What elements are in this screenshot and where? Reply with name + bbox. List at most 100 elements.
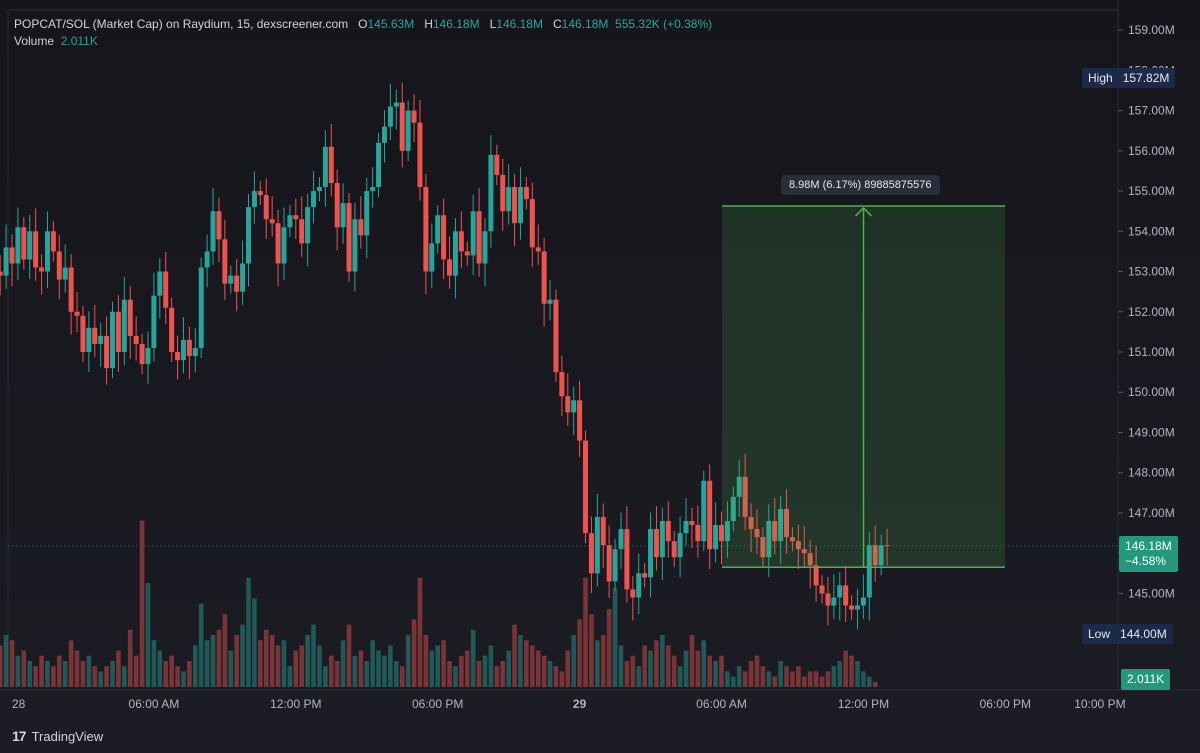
candle-body (269, 219, 275, 224)
candle-body (210, 211, 216, 252)
volume-bar (157, 650, 163, 687)
volume-bar (872, 681, 878, 687)
candle-body (772, 521, 778, 542)
volume-bar (15, 655, 21, 687)
candle-body (594, 516, 600, 574)
volume-bar (216, 629, 222, 687)
candle-body (642, 573, 648, 578)
y-tick-label: 159.00M (1128, 23, 1175, 37)
y-tick-label: 153.00M (1128, 265, 1175, 279)
candle-body (618, 529, 624, 550)
candle-body (795, 541, 801, 550)
volume-bar (553, 666, 559, 687)
candle-body (334, 183, 340, 228)
volume-bar (636, 666, 642, 687)
y-tick-label: 157.00M (1128, 104, 1175, 118)
volume-bar (719, 655, 724, 687)
candle-body (535, 247, 541, 252)
high-label: High (1088, 71, 1113, 85)
low-price-tag: Low 144.00M (1082, 624, 1173, 644)
volume-bar (252, 598, 257, 687)
volume-bar (825, 671, 831, 687)
volume-bar (600, 635, 606, 687)
legend-high: 146.18M (432, 17, 480, 31)
candle-body (583, 440, 589, 534)
candle-body (482, 231, 488, 264)
volume-bar (807, 671, 813, 687)
candle-body (831, 597, 837, 606)
volume-bar (713, 661, 718, 687)
volume-bar (269, 635, 275, 687)
candle-body (884, 545, 890, 547)
high-value: 157.82M (1122, 71, 1170, 85)
volume-bar (9, 640, 15, 687)
volume-bar (240, 624, 245, 687)
candle-body (121, 299, 127, 353)
tradingview-logo-icon: 17 (12, 728, 27, 744)
candle-body (311, 191, 317, 208)
candle-body (653, 529, 659, 558)
candle-body (9, 247, 15, 264)
candle-body (293, 215, 299, 220)
volume-bar (122, 666, 127, 687)
candle-body (305, 207, 311, 244)
volume-bar (382, 655, 387, 687)
volume-bar (429, 650, 435, 687)
tradingview-brand[interactable]: 17 TradingView (12, 728, 103, 744)
candle-body (784, 508, 790, 538)
candle-body (488, 154, 494, 232)
y-tick-label: 156.00M (1128, 144, 1175, 158)
volume-bar (192, 645, 198, 687)
low-label: Low (1088, 627, 1111, 641)
candle-body (240, 263, 246, 292)
volume-bar (0, 645, 3, 687)
volume-bar (399, 666, 405, 687)
volume-bar (116, 650, 121, 687)
candle-body (3, 247, 9, 276)
volume-bar (258, 640, 263, 687)
volume-bar (630, 655, 636, 687)
volume-bar (169, 655, 174, 687)
candle-body (423, 187, 429, 272)
volume-bar (843, 650, 848, 687)
volume-bar (370, 640, 375, 687)
volume-bar (606, 609, 612, 687)
volume-bar (187, 661, 192, 687)
candle-body (346, 203, 352, 272)
volume-bar (139, 520, 145, 687)
candle-body (405, 110, 411, 151)
volume-bar (388, 645, 393, 687)
candle-body (866, 545, 872, 598)
candle-body (68, 267, 74, 312)
candle-body (843, 585, 849, 606)
volume-tag: 2.011K (1121, 669, 1171, 690)
candle-body (44, 231, 50, 272)
candle-body (50, 231, 56, 252)
candle-body (813, 565, 819, 586)
volume-bar (707, 655, 712, 687)
candle-body (222, 239, 228, 284)
candle-body (381, 126, 387, 143)
volume-bar (683, 650, 689, 687)
y-tick-label: 148.00M (1128, 466, 1175, 480)
candle-body (110, 311, 116, 369)
volume-bar (648, 650, 653, 687)
candle-body (553, 299, 559, 373)
volume-bar (530, 645, 535, 687)
volume-bar (317, 645, 322, 687)
candle-body (316, 187, 322, 192)
candle-body (577, 400, 583, 441)
candle-body (452, 231, 458, 276)
x-tick-label: 12:00 PM (838, 697, 889, 711)
volume-bar (500, 661, 506, 687)
candle-body (169, 307, 175, 353)
volume-bar (760, 666, 766, 687)
candle-body (376, 142, 382, 188)
y-tick-label: 150.00M (1128, 385, 1175, 399)
volume-bar (476, 661, 482, 687)
candle-body (92, 327, 98, 344)
candle-body (263, 195, 269, 220)
candle-body (464, 251, 470, 256)
